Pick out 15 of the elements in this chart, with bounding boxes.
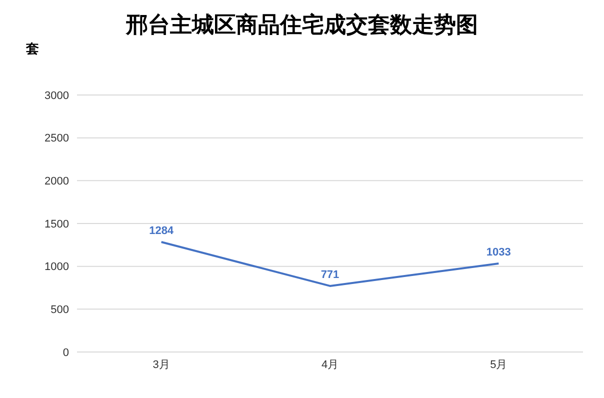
y-tick-label: 2500 bbox=[44, 132, 69, 145]
data-label: 1284 bbox=[149, 225, 174, 238]
x-tick-label: 3月 bbox=[152, 358, 170, 371]
y-axis-title: 套 bbox=[26, 40, 39, 58]
chart-title: 邢台主城区商品住宅成交套数走势图 bbox=[124, 11, 479, 39]
y-tick-label: 0 bbox=[62, 346, 69, 359]
y-tick-label: 1500 bbox=[44, 218, 69, 230]
y-tick-label: 1000 bbox=[44, 261, 69, 274]
data-label: 1033 bbox=[486, 246, 511, 259]
data-label: 771 bbox=[320, 268, 340, 281]
y-tick-label: 3000 bbox=[44, 90, 69, 102]
y-tick-label: 2000 bbox=[44, 176, 69, 188]
y-tick-label: 500 bbox=[50, 304, 69, 316]
x-tick-label: 4月 bbox=[321, 358, 339, 371]
x-tick-label: 5月 bbox=[490, 358, 508, 371]
